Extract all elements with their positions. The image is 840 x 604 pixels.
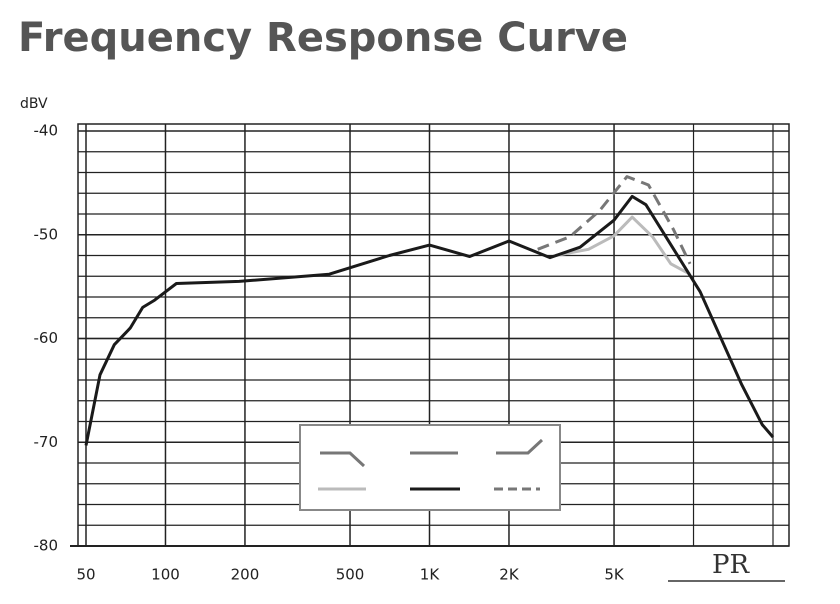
legend-box <box>299 424 561 511</box>
y-tick-label: -50 <box>34 225 59 243</box>
chart-title: Frequency Response Curve <box>18 15 628 61</box>
legend-sample <box>320 451 366 468</box>
plot <box>84 175 775 446</box>
x-tick-label: 200 <box>231 566 260 584</box>
x-tick-label: 100 <box>151 566 180 584</box>
legend-sample <box>496 438 544 455</box>
y-tick-label: -60 <box>34 329 59 347</box>
y-tick-label: -40 <box>34 122 59 140</box>
y-axis-label: dBV <box>20 96 48 112</box>
series-line <box>537 175 692 265</box>
series-line <box>84 194 775 446</box>
x-tick-label: 50 <box>76 566 95 584</box>
logo: PR <box>712 550 750 580</box>
x-tick-label: 1K <box>420 566 441 584</box>
y-tick-label: -70 <box>34 433 59 451</box>
grid: -40 -50 -60 -70 -80 50 100 200 1K 2K 5K 500 <box>34 122 790 584</box>
y-tick-label: -80 <box>34 537 59 555</box>
x-tick-label: 500 <box>336 566 365 584</box>
legend <box>299 424 561 511</box>
x-tick-label: 5K <box>604 566 625 584</box>
x-tick-label: 2K <box>499 566 520 584</box>
series-line <box>555 215 691 276</box>
